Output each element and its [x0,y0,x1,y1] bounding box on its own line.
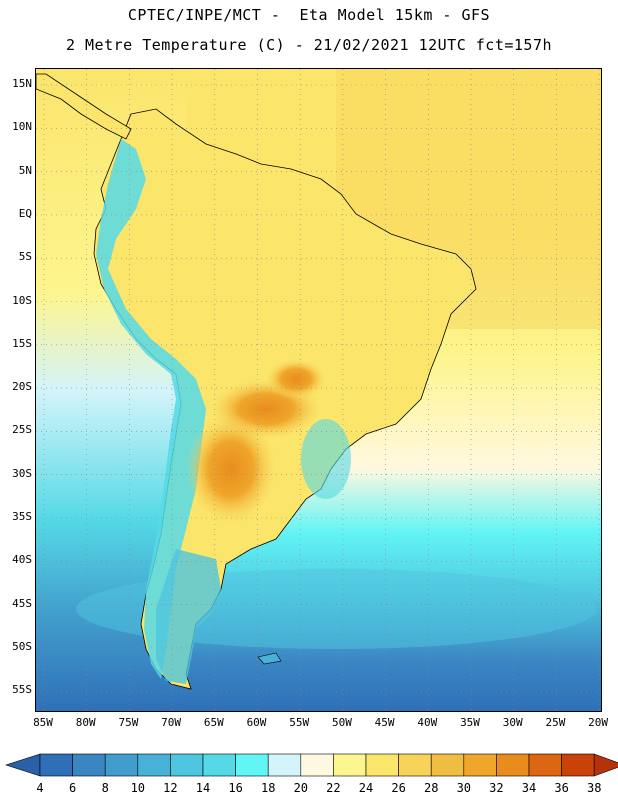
colorbar-tick-label: 20 [294,781,308,795]
lat-label: 10S [12,293,32,307]
map-title-source: CPTEC/INPE/MCT - Eta Model 15km - GFS [127,6,491,24]
colorbar-bin [365,753,399,777]
colorbar-tick-label: 26 [391,781,405,795]
colorbar-bin [430,753,465,777]
central-america-land [36,73,132,140]
lat-label: 15N [12,77,32,90]
temperature-map [35,68,602,712]
colorbar-bin [333,753,367,777]
colorbar-tick-label: 36 [554,781,568,795]
colorbar-bin [235,753,269,777]
falkland-islands [257,652,282,665]
colorbar-bin [170,753,204,777]
colorbar-tick-label: 38 [587,781,601,795]
colorbar-bin [72,753,106,777]
lat-label: 35S [12,510,32,523]
lon-label: 65W [203,716,224,729]
colorbar-tick-label: 28 [424,781,438,795]
colorbar-tick-label: 30 [457,781,471,795]
temperature-map-canvas [36,69,601,711]
lon-label: 30W [502,716,523,729]
colorbar-bin [104,753,139,777]
colorbar-bin [39,753,73,777]
colorbar-tick-label: 4 [36,781,43,795]
lat-label: 10N [12,120,32,134]
patagonia-cool-zone [156,549,221,684]
lat-label: 15S [12,336,32,350]
lon-label: 45W [374,716,395,729]
lon-label: 80W [75,716,96,729]
lon-label: 70W [161,716,182,729]
hot-zone-argentina [186,414,276,524]
colorbar-tick-label: 34 [522,781,536,795]
lon-label: 40W [417,716,438,729]
lon-label: 75W [118,716,139,729]
colorbar-bin [528,753,562,777]
lat-label: 45S [12,596,32,610]
colorbar-bin [267,753,302,777]
temperature-colorbar: 4 6 8 10 12 14 16 18 20 22 24 26 28 30 32 34 36 38 [5,753,618,795]
colorbar-tick-label: 12 [163,781,177,795]
lon-label: 85W [33,716,53,729]
colorbar-tick-label: 18 [261,781,275,795]
lon-label: 55W [289,716,310,729]
colorbar-bin [202,753,236,777]
lon-label: 20W [588,716,609,729]
colorbar-tick-label: 10 [131,781,145,795]
colorbar-tick-label: 6 [69,781,76,795]
colorbar-tick-label: 24 [359,781,373,795]
lat-label: 20S [12,380,32,394]
colorbar-bin [398,753,432,777]
colorbar-tick-label: 22 [326,781,340,795]
colorbar-bin [463,753,497,777]
colorbar-bin [137,753,171,777]
lon-label: 35W [460,716,480,729]
colorbar-bin [300,753,334,777]
lat-label: 55S [12,683,32,697]
lon-label: 60W [246,716,267,729]
lon-label: 25W [545,716,566,729]
lat-label: 40S [12,553,32,567]
map-title-variable: 2 Metre Temperature (C) - 21/02/2021 12U… [65,36,553,54]
colorbar-tick-label: 32 [489,781,503,795]
lat-label: 5N [18,163,32,177]
colorbar-bin [561,753,595,777]
lon-label: 50W [331,716,352,729]
colorbar-tick-label: 14 [196,781,210,795]
hot-zone-mato-grosso [266,359,326,399]
lat-label: 50S [12,639,32,653]
cool-zone-south-brazil [301,419,351,499]
colorbar-low-arrow [5,753,41,777]
lat-label: 25S [12,423,32,437]
andes-cool-zone [96,139,206,679]
lat-label: EQ [18,206,32,220]
colorbar-tick-label: 16 [228,781,242,795]
lat-label: 5S [18,250,32,264]
colorbar-tick-label: 8 [102,781,109,795]
lat-label: 30S [12,466,32,480]
colorbar-bin [496,753,530,777]
colorbar-high-arrow [593,753,618,777]
